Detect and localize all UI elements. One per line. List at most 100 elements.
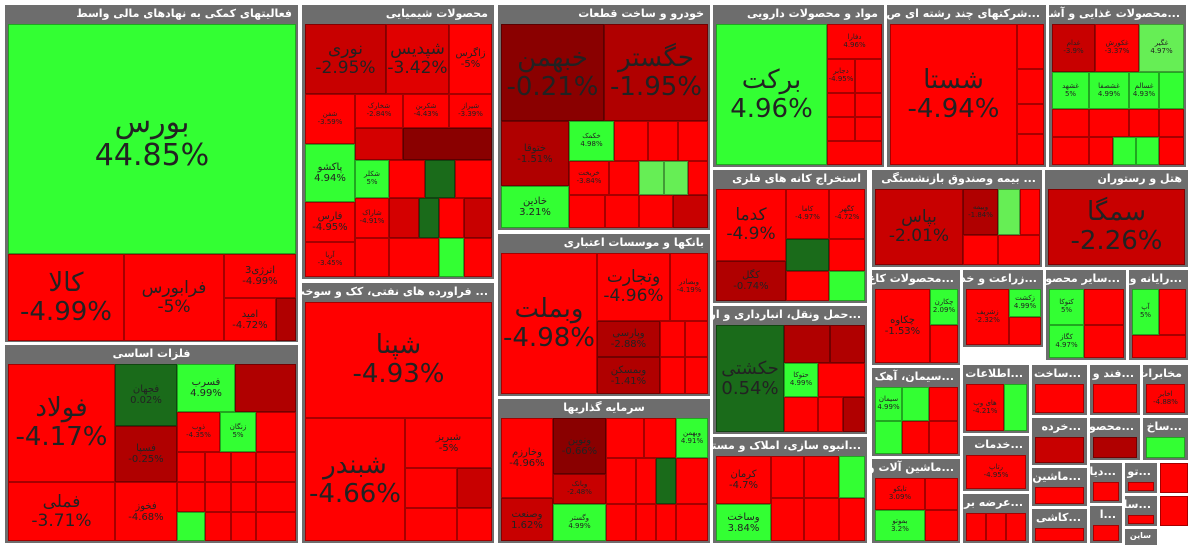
tile-chem-i[interactable] <box>464 198 492 238</box>
tile-kama[interactable]: کاما -4.97% <box>786 189 829 239</box>
tile-machine-a[interactable] <box>1035 487 1084 504</box>
tile-a-a[interactable] <box>1093 525 1119 541</box>
tile-kala[interactable]: کالا -4.99% <box>8 254 124 341</box>
tile-bank-b[interactable] <box>685 321 708 357</box>
tile-inv-e[interactable] <box>656 458 676 504</box>
tile-metals-h[interactable] <box>205 482 231 512</box>
tile-food-c[interactable] <box>1089 109 1129 137</box>
tile-metals-d[interactable] <box>205 452 231 482</box>
tile-metals-k[interactable] <box>177 512 205 541</box>
tile-hgostar[interactable]: حگستر -1.95% <box>604 24 708 121</box>
tile-akhaber[interactable]: اخابر -4.88% <box>1146 384 1185 413</box>
tile-fand-a[interactable] <box>1093 384 1137 413</box>
tile-femeli[interactable]: فملی -3.71% <box>8 482 115 541</box>
tile-small[interactable] <box>276 298 296 341</box>
tile-food-f[interactable] <box>1052 137 1089 165</box>
tile-sharak[interactable]: شاراک -4.91% <box>355 198 389 238</box>
tile-corner-a[interactable] <box>1160 463 1188 493</box>
tile-sakh-a[interactable] <box>1146 437 1185 458</box>
tile-auto-a[interactable] <box>614 121 648 161</box>
tile-auto-g[interactable] <box>688 161 708 195</box>
tile-zsharif[interactable]: زشریف -2.32% <box>966 289 1009 345</box>
tile-inv-f[interactable] <box>676 458 708 504</box>
tile-tile-a[interactable] <box>1035 528 1084 541</box>
tile-shkalar[interactable]: شکلر 5% <box>355 160 389 198</box>
tile-con-e[interactable] <box>804 498 839 541</box>
tile-prod-a[interactable] <box>1093 437 1137 458</box>
tile-chem-m[interactable] <box>464 238 492 277</box>
tile-auto-c[interactable] <box>678 121 708 161</box>
tile-cem-e[interactable] <box>929 421 958 454</box>
tile-cem-a[interactable] <box>902 387 929 421</box>
tile-cem-b[interactable] <box>929 387 958 421</box>
tile-inv-j[interactable] <box>676 504 708 541</box>
tile-bank-d[interactable] <box>685 357 708 394</box>
tile-chem-e[interactable] <box>455 160 492 198</box>
tile-ap[interactable]: آپ 5% <box>1132 289 1159 335</box>
tile-vgostar[interactable]: وگستر 4.99% <box>553 504 606 541</box>
tile-chem-b[interactable] <box>403 128 492 160</box>
tile-chem-h[interactable] <box>439 198 464 238</box>
tile-multi-b[interactable] <box>1017 69 1044 104</box>
tile-retail-a[interactable] <box>1035 437 1084 463</box>
tile-khtooga[interactable]: ختوقا -1.51% <box>501 121 569 186</box>
tile-kgol[interactable]: کگل -0.74% <box>716 261 786 301</box>
tile-metals-i[interactable] <box>231 482 256 512</box>
tile-ghsalem[interactable]: غسالم 4.93% <box>1129 72 1159 109</box>
tile-pharma-c[interactable] <box>855 93 882 117</box>
tile-mach-a[interactable] <box>925 478 958 510</box>
tile-vbahman[interactable]: وبهمن 4.91% <box>676 418 708 458</box>
tile-fars[interactable]: فارس -4.95% <box>305 202 355 242</box>
tile-food-d[interactable] <box>1129 109 1159 137</box>
tile-vsanat[interactable]: وصنعت 1.62% <box>501 498 553 541</box>
tile-food-b[interactable] <box>1052 109 1089 137</box>
tile-pharma-e[interactable] <box>855 117 882 141</box>
tile-inv-h[interactable] <box>636 504 656 541</box>
tile-shkarbon[interactable]: شکربن -4.43% <box>403 94 449 128</box>
tile-auto-i[interactable] <box>605 195 639 228</box>
tile-pet-c[interactable] <box>405 508 457 541</box>
tile-aria[interactable]: آریا -3.45% <box>305 242 355 277</box>
tile-vbimeh[interactable]: وبیمه -1.84% <box>963 189 998 235</box>
tile-chem-l[interactable] <box>439 238 464 277</box>
tile-trans-d[interactable] <box>784 397 818 432</box>
tile-trans-b[interactable] <box>830 325 865 363</box>
tile-khrikht[interactable]: خریخت -3.84% <box>569 161 609 195</box>
tile-pet-d[interactable] <box>457 508 492 541</box>
tile-cem-d[interactable] <box>902 421 929 454</box>
tile-barekat[interactable]: برکت 4.96% <box>716 24 827 165</box>
tile-corner-b[interactable] <box>1160 496 1188 526</box>
tile-chem-j[interactable] <box>355 238 389 277</box>
tile-trans-c[interactable] <box>818 363 865 397</box>
tile-ktooka[interactable]: کتوکا 5% <box>1049 289 1084 325</box>
tile-boors[interactable]: بورس 44.85% <box>8 24 296 254</box>
tile-con-c[interactable] <box>839 456 865 498</box>
tile-shiraz[interactable]: شیراز -3.39% <box>449 94 492 128</box>
tile-shfan[interactable]: شفن -3.59% <box>305 94 355 144</box>
tile-htooka[interactable]: حتوکا 4.99% <box>784 363 818 397</box>
tile-ghshahd[interactable]: غشهد 5% <box>1052 72 1089 109</box>
tile-supply-b[interactable] <box>986 513 1006 541</box>
tile-fasorb[interactable]: فسرب 4.99% <box>177 364 235 412</box>
tile-food-h[interactable] <box>1113 137 1136 165</box>
tile-kadama[interactable]: کدما -4.9% <box>716 189 786 261</box>
tile-inv-i[interactable] <box>656 504 676 541</box>
tile-dia-a[interactable] <box>1093 482 1119 501</box>
tile-zob[interactable]: ذوب -4.35% <box>177 412 220 452</box>
tile-kgohar[interactable]: کگهر -4.72% <box>829 189 865 239</box>
tile-foolad[interactable]: فولاد -4.17% <box>8 364 115 482</box>
tile-khbahman[interactable]: خبهمن -0.21% <box>501 24 604 121</box>
tile-chem-c[interactable] <box>389 160 425 198</box>
tile-vbmaskan[interactable]: وبمسکن -1.41% <box>597 357 660 394</box>
tile-cem-c[interactable] <box>875 421 902 454</box>
tile-comp-a[interactable] <box>1159 289 1186 335</box>
tile-auto-d[interactable] <box>609 161 639 195</box>
tile-vbsader[interactable]: وبصادر -4.19% <box>670 253 708 321</box>
tile-fajahan[interactable]: فجهان 0.02% <box>115 364 177 426</box>
tile-metals-e[interactable] <box>231 452 256 482</box>
tile-metals-c[interactable] <box>177 452 205 482</box>
tile-khkamak[interactable]: خکمک 4.98% <box>569 121 614 161</box>
tile-con-d[interactable] <box>771 498 804 541</box>
tile-supply-c[interactable] <box>1006 513 1026 541</box>
tile-auto-b[interactable] <box>648 121 678 161</box>
